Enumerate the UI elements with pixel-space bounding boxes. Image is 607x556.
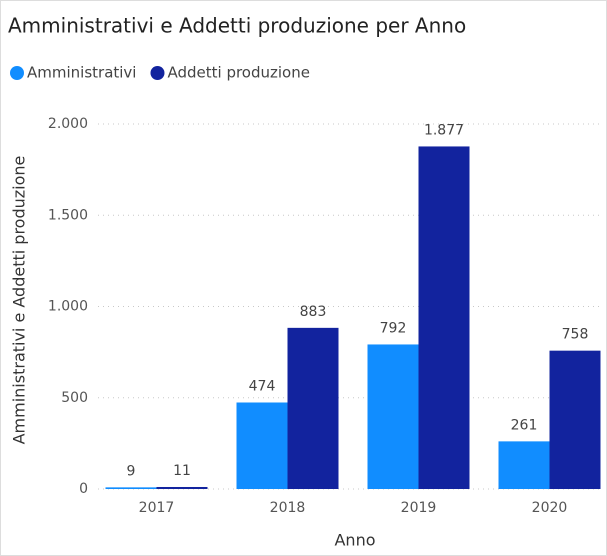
chart-title: Amministrativi e Addetti produzione per … — [8, 14, 466, 38]
legend-marker — [10, 66, 24, 80]
x-tick-label: 2018 — [270, 500, 306, 516]
bar — [105, 487, 157, 489]
x-tick-label: 2019 — [401, 500, 437, 516]
y-tick-label: 500 — [61, 390, 88, 406]
data-label: 11 — [173, 463, 191, 479]
bar — [498, 441, 550, 489]
data-label: 9 — [127, 463, 136, 479]
data-label: 883 — [300, 304, 327, 320]
legend-label: Amministrativi — [27, 64, 136, 82]
data-label: 1.877 — [424, 122, 464, 138]
bar — [418, 146, 470, 489]
y-tick-label: 2.000 — [48, 116, 88, 132]
x-tick-label: 2017 — [139, 500, 175, 516]
x-tick-label: 2020 — [532, 500, 568, 516]
y-tick-label: 0 — [79, 481, 88, 497]
data-label: 474 — [249, 378, 276, 394]
legend-marker — [150, 66, 165, 80]
data-label: 261 — [511, 417, 538, 433]
y-tick-label: 1.000 — [48, 299, 88, 315]
legend-label: Addetti produzione — [167, 64, 310, 82]
bar — [367, 344, 419, 489]
bar — [549, 350, 601, 489]
bar — [156, 486, 208, 489]
bar — [236, 402, 288, 489]
y-tick-label: 1.500 — [48, 207, 88, 223]
bar — [287, 327, 339, 489]
data-label: 792 — [380, 320, 407, 336]
y-axis-title: Amministrativi e Addetti produzione — [10, 156, 29, 445]
data-label: 758 — [562, 327, 589, 343]
x-axis-title: Anno — [334, 531, 375, 550]
